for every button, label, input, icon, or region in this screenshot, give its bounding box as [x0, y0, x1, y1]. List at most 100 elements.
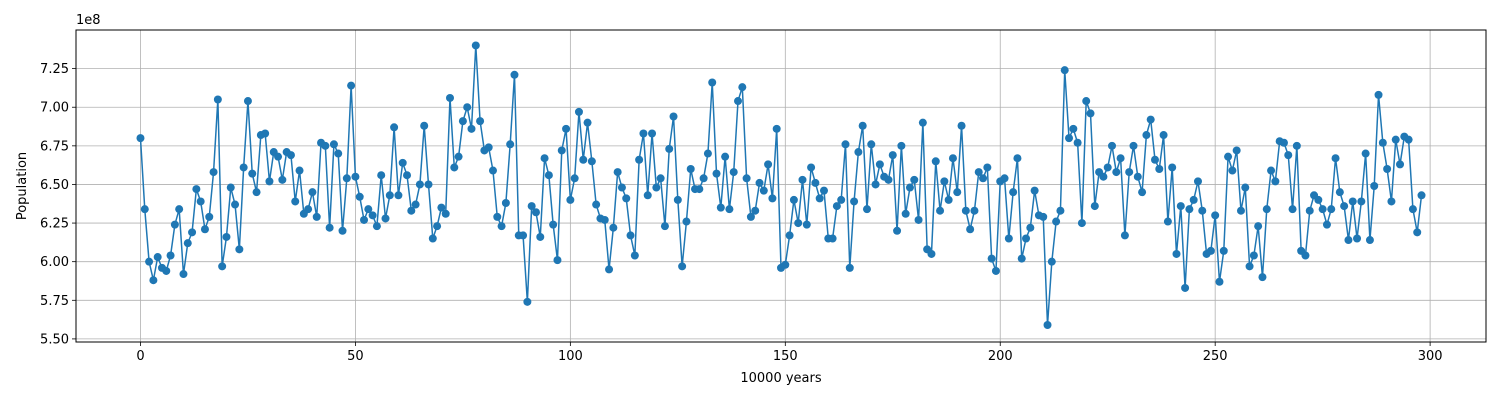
data-point: [355, 192, 364, 201]
data-point: [1206, 246, 1215, 255]
data-point: [145, 257, 154, 266]
data-point: [1013, 154, 1022, 163]
data-point: [1069, 124, 1078, 133]
data-point: [351, 172, 360, 181]
y-axis-label: Population: [15, 152, 30, 220]
data-point: [531, 208, 540, 217]
data-point: [360, 215, 369, 224]
data-point: [1236, 206, 1245, 215]
data-point: [901, 209, 910, 218]
y-tick-label: 5.75: [40, 294, 69, 309]
data-point: [622, 194, 631, 203]
data-point: [1365, 236, 1374, 245]
data-point: [381, 214, 390, 223]
data-point: [1413, 228, 1422, 237]
data-point: [329, 140, 338, 149]
data-point: [252, 188, 261, 197]
y-tick-label: 6.75: [40, 139, 69, 154]
data-point: [914, 215, 923, 224]
data-point: [192, 185, 201, 194]
data-point: [1322, 220, 1331, 229]
data-point: [170, 220, 179, 229]
data-point: [536, 232, 545, 241]
data-point: [304, 205, 313, 214]
data-point: [1245, 262, 1254, 271]
data-point: [738, 83, 747, 92]
data-point: [931, 157, 940, 166]
data-point: [1099, 172, 1108, 181]
data-point: [501, 198, 510, 207]
data-point: [1387, 197, 1396, 206]
data-point: [1353, 234, 1362, 243]
data-point: [1314, 195, 1323, 204]
data-point: [1340, 202, 1349, 211]
x-tick-label: 50: [347, 349, 364, 364]
data-point: [544, 171, 553, 180]
data-point: [1039, 212, 1048, 221]
data-point: [1224, 152, 1233, 161]
data-point: [175, 205, 184, 214]
data-point: [1108, 141, 1117, 150]
data-point: [918, 118, 927, 127]
data-point: [209, 168, 218, 177]
data-point: [798, 175, 807, 184]
data-point: [372, 222, 381, 231]
x-tick-label: 100: [558, 349, 583, 364]
data-point: [1185, 205, 1194, 214]
data-point: [437, 203, 446, 212]
data-point: [291, 197, 300, 206]
data-point: [549, 220, 558, 229]
data-point: [764, 160, 773, 169]
data-point: [953, 188, 962, 197]
data-point: [450, 163, 459, 172]
data-point: [1086, 109, 1095, 118]
data-point: [377, 171, 386, 180]
data-point: [1103, 163, 1112, 172]
data-point: [1232, 146, 1241, 155]
data-point: [837, 195, 846, 204]
data-point: [1348, 197, 1357, 206]
data-point: [196, 197, 205, 206]
y-tick-label: 6.50: [40, 178, 69, 193]
data-point: [1378, 138, 1387, 147]
data-point: [678, 262, 687, 271]
data-point: [867, 140, 876, 149]
data-point: [463, 103, 472, 112]
data-point: [746, 212, 755, 221]
data-point: [734, 97, 743, 106]
data-point: [695, 185, 704, 194]
data-point: [1142, 131, 1151, 140]
data-point: [652, 183, 661, 192]
data-point: [1052, 217, 1061, 226]
data-point: [1120, 231, 1129, 240]
data-point: [188, 228, 197, 237]
data-point: [1335, 188, 1344, 197]
data-point: [441, 209, 450, 218]
data-point: [364, 205, 373, 214]
data-point: [974, 168, 983, 177]
data-point: [497, 222, 506, 231]
data-point: [1172, 249, 1181, 258]
data-point: [218, 262, 227, 271]
data-point: [1357, 197, 1366, 206]
data-point: [815, 194, 824, 203]
y-tick-label: 7.25: [40, 62, 69, 77]
data-point: [979, 174, 988, 183]
data-point: [407, 206, 416, 215]
data-point: [712, 169, 721, 178]
grid: [76, 30, 1486, 342]
data-point: [205, 212, 214, 221]
data-point: [1150, 155, 1159, 164]
data-point: [845, 263, 854, 272]
y-tick-label: 5.50: [40, 332, 69, 347]
data-point: [557, 146, 566, 155]
data-point: [665, 144, 674, 153]
data-point: [669, 112, 678, 121]
data-point: [519, 231, 528, 240]
data-point: [1284, 151, 1293, 160]
data-point: [682, 217, 691, 226]
data-point: [772, 124, 781, 133]
data-point: [458, 117, 467, 126]
data-point: [1241, 183, 1250, 192]
